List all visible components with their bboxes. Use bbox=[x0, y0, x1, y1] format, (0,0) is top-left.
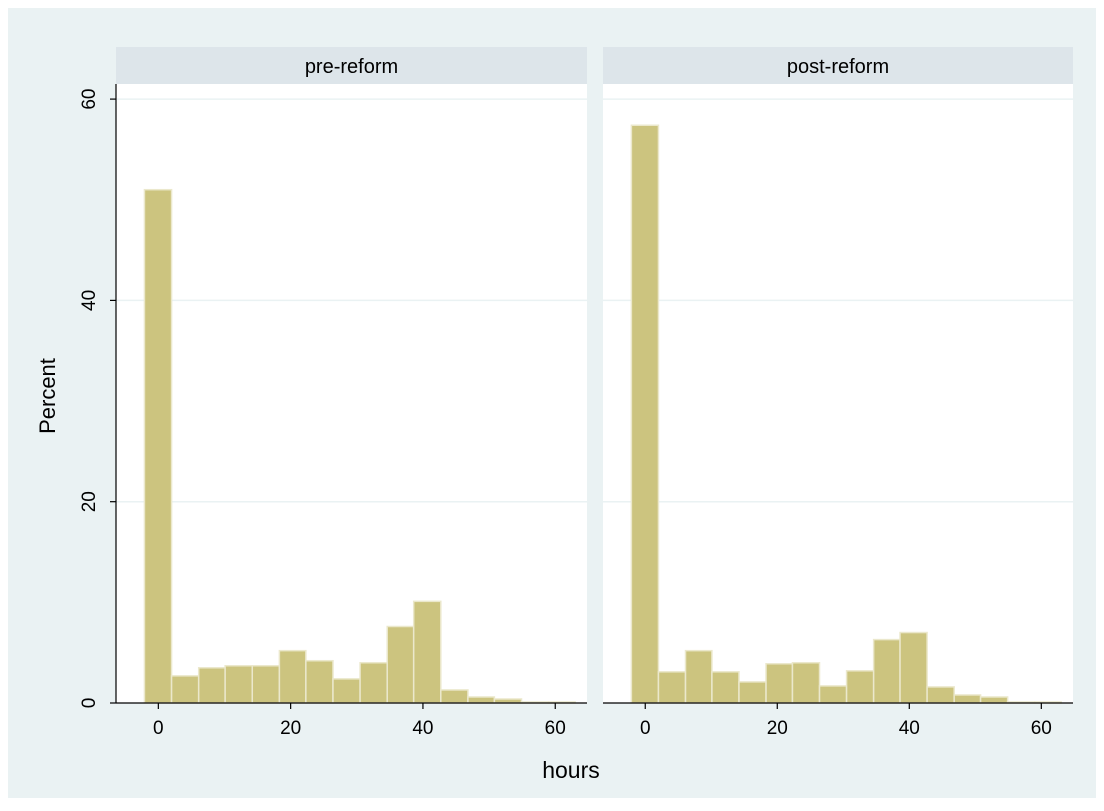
x-tick-label: 20 bbox=[767, 718, 788, 739]
plot-area bbox=[116, 84, 587, 703]
histogram-bar bbox=[412, 600, 442, 704]
histogram-bar bbox=[278, 649, 307, 704]
histogram-bar bbox=[224, 665, 254, 704]
histogram-bar bbox=[791, 661, 821, 704]
histogram-bar bbox=[979, 696, 1009, 704]
y-tick-label: 40 bbox=[79, 290, 100, 311]
panel-header bbox=[116, 47, 587, 84]
histogram-bar bbox=[738, 681, 767, 704]
x-axis: 0 20 40 60 bbox=[116, 702, 587, 739]
histogram-bar bbox=[845, 670, 875, 704]
y-tick-label: 60 bbox=[79, 89, 100, 110]
histogram-bar bbox=[899, 631, 928, 704]
histogram-bar bbox=[926, 686, 955, 704]
histogram-bar bbox=[493, 698, 523, 704]
panel-post-reform: post-reform 0 20 40 60 bbox=[603, 47, 1073, 739]
x-tick-label: 60 bbox=[1031, 718, 1052, 739]
plot-area bbox=[603, 84, 1073, 703]
y-tick-label: 0 bbox=[79, 698, 100, 709]
histogram-bar bbox=[684, 649, 713, 704]
panel-title: post-reform bbox=[787, 56, 889, 78]
x-axis: 0 20 40 60 bbox=[603, 702, 1073, 739]
histogram-bar bbox=[305, 659, 334, 704]
histogram-bar bbox=[251, 665, 281, 704]
histogram-bar bbox=[170, 675, 200, 704]
histogram-bar bbox=[440, 689, 469, 704]
histogram-bar bbox=[197, 667, 226, 704]
x-tick-label: 0 bbox=[153, 718, 164, 739]
x-tick-label: 40 bbox=[899, 718, 920, 739]
histogram-bar bbox=[765, 662, 794, 704]
y-axis: 0 20 40 60 bbox=[79, 84, 117, 709]
histogram-bar bbox=[386, 625, 415, 704]
panel-title: pre-reform bbox=[305, 56, 398, 78]
histogram-bar bbox=[872, 638, 901, 704]
y-tick-label: 20 bbox=[79, 491, 100, 512]
x-tick-label: 60 bbox=[545, 718, 566, 739]
x-tick-label: 20 bbox=[280, 718, 301, 739]
panel-header bbox=[603, 47, 1073, 84]
histogram-bar bbox=[332, 678, 361, 704]
x-tick-label: 0 bbox=[640, 718, 651, 739]
y-axis-label: Percent bbox=[35, 358, 60, 434]
bars bbox=[143, 188, 576, 704]
histogram-bar bbox=[630, 124, 660, 704]
histogram-bar bbox=[359, 661, 388, 704]
histogram-bar bbox=[657, 671, 687, 704]
gridlines bbox=[603, 98, 1073, 503]
gridlines bbox=[116, 98, 587, 503]
x-tick-label: 40 bbox=[412, 718, 433, 739]
histogram-bar bbox=[467, 696, 496, 704]
histogram-bar bbox=[711, 671, 740, 704]
histogram-bar bbox=[143, 188, 173, 704]
histogram-bar bbox=[818, 685, 848, 704]
x-axis-label: hours bbox=[542, 757, 600, 783]
panel-pre-reform: pre-reform 0 20 40 60 bbox=[116, 47, 587, 739]
histogram-bar bbox=[953, 694, 982, 704]
